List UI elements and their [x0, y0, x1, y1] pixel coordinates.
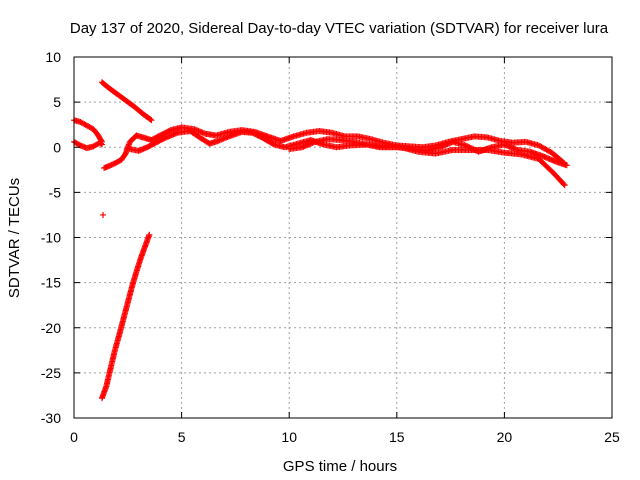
x-tick-label: 25 [604, 429, 620, 445]
data-point [98, 141, 105, 148]
data-point [97, 140, 104, 147]
axis-ticks: 0 5 10 15 20 25 10 5 0 -5 -10 -15 -20 -25 -30 [41, 49, 620, 445]
x-tick-label: 10 [281, 429, 297, 445]
y-tick-label: 0 [53, 139, 61, 155]
data-point [561, 182, 568, 189]
series-track-h [98, 231, 153, 402]
data-point [100, 211, 107, 218]
data-point [146, 231, 153, 238]
y-tick-label: -20 [41, 320, 61, 336]
data-points [71, 79, 570, 402]
x-tick-label: 0 [70, 429, 78, 445]
y-tick-label: -5 [49, 184, 62, 200]
chart-title: Day 137 of 2020, Sidereal Day-to-day VTE… [70, 20, 609, 37]
series-track-b [71, 138, 105, 152]
series-outlier [100, 211, 107, 218]
series-track-d [101, 132, 155, 172]
x-tick-label: 15 [389, 429, 405, 445]
series-track-f [148, 124, 568, 167]
data-point [560, 181, 567, 188]
y-tick-label: -30 [41, 410, 61, 426]
y-tick-label: 10 [45, 49, 61, 65]
data-point [563, 162, 570, 169]
x-tick-label: 20 [497, 429, 513, 445]
x-axis-label: GPS time / hours [283, 458, 397, 475]
y-axis-label: SDTVAR / TECUs [6, 178, 23, 298]
series-track-g [286, 136, 570, 169]
y-tick-label: -10 [41, 230, 61, 246]
x-tick-label: 5 [178, 429, 186, 445]
y-tick-label: 5 [53, 94, 61, 110]
data-point [147, 116, 154, 123]
series-track-e [126, 128, 568, 189]
y-tick-label: -15 [41, 275, 61, 291]
data-point [148, 117, 155, 124]
series-track-c [98, 79, 155, 124]
y-tick-label: -25 [41, 365, 61, 381]
grid [74, 57, 612, 418]
